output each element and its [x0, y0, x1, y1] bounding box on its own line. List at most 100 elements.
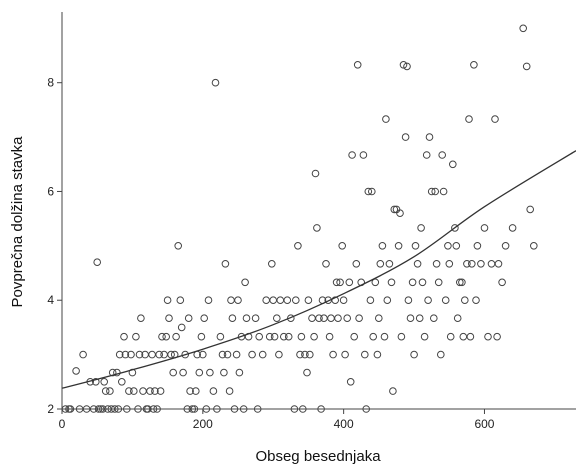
data-point	[430, 314, 438, 323]
data-point	[375, 314, 383, 323]
data-point	[397, 332, 406, 341]
data-point	[526, 205, 535, 214]
data-point	[220, 368, 228, 377]
ticks-layer: 0 200 400 600 2 4 6 8	[47, 76, 494, 431]
data-point	[404, 296, 413, 305]
data-point	[501, 242, 510, 250]
data-point	[439, 187, 448, 196]
data-point	[174, 242, 182, 250]
data-point	[452, 242, 461, 250]
data-point	[301, 350, 309, 359]
data-point	[315, 314, 323, 323]
data-point	[304, 296, 313, 305]
data-point	[348, 151, 356, 159]
data-point	[146, 387, 154, 395]
y-tick-label: 6	[47, 184, 54, 198]
data-point	[378, 242, 387, 250]
data-point	[297, 332, 306, 341]
data-point	[361, 350, 369, 359]
data-point	[334, 314, 342, 323]
data-point	[237, 332, 246, 341]
data-point	[258, 350, 267, 359]
data-point	[169, 368, 177, 377]
data-point	[371, 278, 380, 287]
data-point	[477, 260, 485, 268]
data-point	[338, 242, 347, 250]
data-point	[530, 242, 538, 250]
data-point	[322, 260, 330, 268]
data-point	[200, 314, 208, 323]
data-point	[346, 378, 355, 386]
data-point	[498, 278, 506, 287]
data-point	[373, 350, 382, 359]
points-layer	[61, 24, 538, 413]
data-point	[418, 278, 427, 287]
data-point	[522, 62, 531, 71]
data-point	[401, 133, 410, 141]
data-point	[163, 296, 172, 305]
data-point	[270, 332, 279, 341]
data-point	[177, 323, 186, 332]
data-point	[437, 350, 445, 359]
data-point	[268, 260, 276, 268]
data-point	[459, 332, 468, 341]
data-point	[519, 24, 528, 33]
data-point	[466, 332, 475, 341]
data-point	[232, 350, 241, 359]
data-point	[139, 387, 147, 395]
data-point	[280, 332, 288, 341]
data-point	[306, 350, 314, 359]
data-point	[445, 260, 454, 268]
data-point	[228, 314, 237, 323]
data-point	[387, 278, 396, 287]
data-point	[296, 350, 304, 359]
data-point	[313, 224, 321, 232]
fit-line	[61, 150, 576, 389]
data-point	[262, 296, 271, 305]
data-point	[339, 296, 348, 305]
data-point	[390, 205, 399, 214]
data-point	[417, 224, 425, 232]
data-point	[132, 332, 140, 341]
data-point	[427, 187, 436, 196]
data-point	[242, 314, 251, 323]
data-point	[355, 314, 363, 323]
data-point	[160, 350, 168, 359]
data-point	[389, 387, 397, 395]
data-point	[308, 314, 316, 323]
data-point	[434, 278, 443, 287]
data-point	[100, 378, 108, 386]
data-point	[341, 350, 349, 359]
data-point	[92, 378, 100, 386]
data-point	[234, 296, 242, 305]
data-point	[303, 368, 311, 377]
data-point	[420, 332, 429, 341]
data-point	[463, 260, 471, 268]
data-point	[121, 350, 130, 359]
data-point	[320, 314, 328, 323]
data-point	[382, 115, 390, 123]
data-point	[235, 368, 244, 377]
data-point	[195, 368, 204, 377]
data-point	[403, 62, 411, 71]
data-point	[336, 278, 344, 287]
data-point	[484, 332, 492, 341]
data-point	[79, 350, 87, 359]
data-point	[156, 387, 165, 395]
data-point	[458, 278, 466, 287]
data-point	[181, 350, 189, 359]
data-point	[127, 350, 135, 359]
data-point	[380, 332, 389, 341]
data-point	[399, 61, 408, 69]
data-point	[211, 78, 220, 87]
data-point	[165, 314, 173, 323]
data-point	[294, 242, 302, 250]
data-point	[376, 260, 385, 268]
data-point	[425, 133, 434, 141]
data-point	[444, 242, 452, 250]
data-point	[494, 260, 503, 268]
data-point	[406, 314, 415, 323]
x-tick-label: 0	[59, 417, 66, 431]
y-tick-label: 4	[47, 293, 54, 307]
data-point	[331, 296, 340, 305]
